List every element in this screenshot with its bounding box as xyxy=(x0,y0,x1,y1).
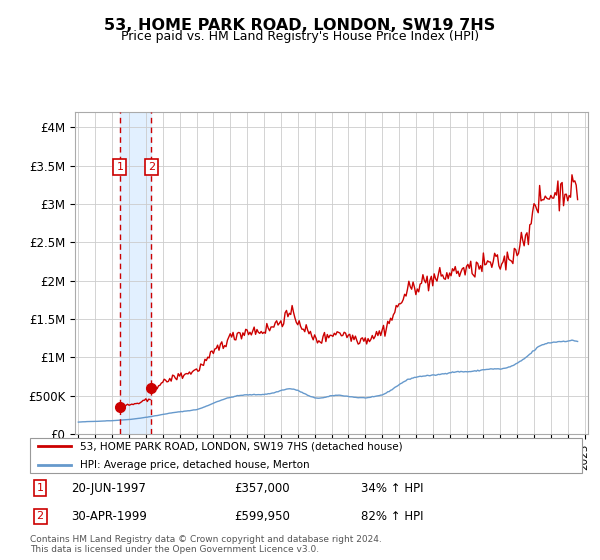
Text: 53, HOME PARK ROAD, LONDON, SW19 7HS (detached house): 53, HOME PARK ROAD, LONDON, SW19 7HS (de… xyxy=(80,441,403,451)
Text: 53, HOME PARK ROAD, LONDON, SW19 7HS: 53, HOME PARK ROAD, LONDON, SW19 7HS xyxy=(104,18,496,34)
Text: 34% ↑ HPI: 34% ↑ HPI xyxy=(361,482,424,494)
Text: 2: 2 xyxy=(37,511,44,521)
Text: 82% ↑ HPI: 82% ↑ HPI xyxy=(361,510,424,523)
Text: 1: 1 xyxy=(116,162,124,172)
Text: £599,950: £599,950 xyxy=(234,510,290,523)
Text: HPI: Average price, detached house, Merton: HPI: Average price, detached house, Mert… xyxy=(80,460,310,470)
Text: Contains HM Land Registry data © Crown copyright and database right 2024.
This d: Contains HM Land Registry data © Crown c… xyxy=(30,535,382,554)
FancyBboxPatch shape xyxy=(30,438,582,473)
Text: 30-APR-1999: 30-APR-1999 xyxy=(71,510,147,523)
Bar xyxy=(120,112,151,434)
Text: Price paid vs. HM Land Registry's House Price Index (HPI): Price paid vs. HM Land Registry's House … xyxy=(121,30,479,43)
Text: 2: 2 xyxy=(148,162,155,172)
Text: £357,000: £357,000 xyxy=(234,482,290,494)
Text: 1: 1 xyxy=(37,483,44,493)
Text: 20-JUN-1997: 20-JUN-1997 xyxy=(71,482,146,494)
